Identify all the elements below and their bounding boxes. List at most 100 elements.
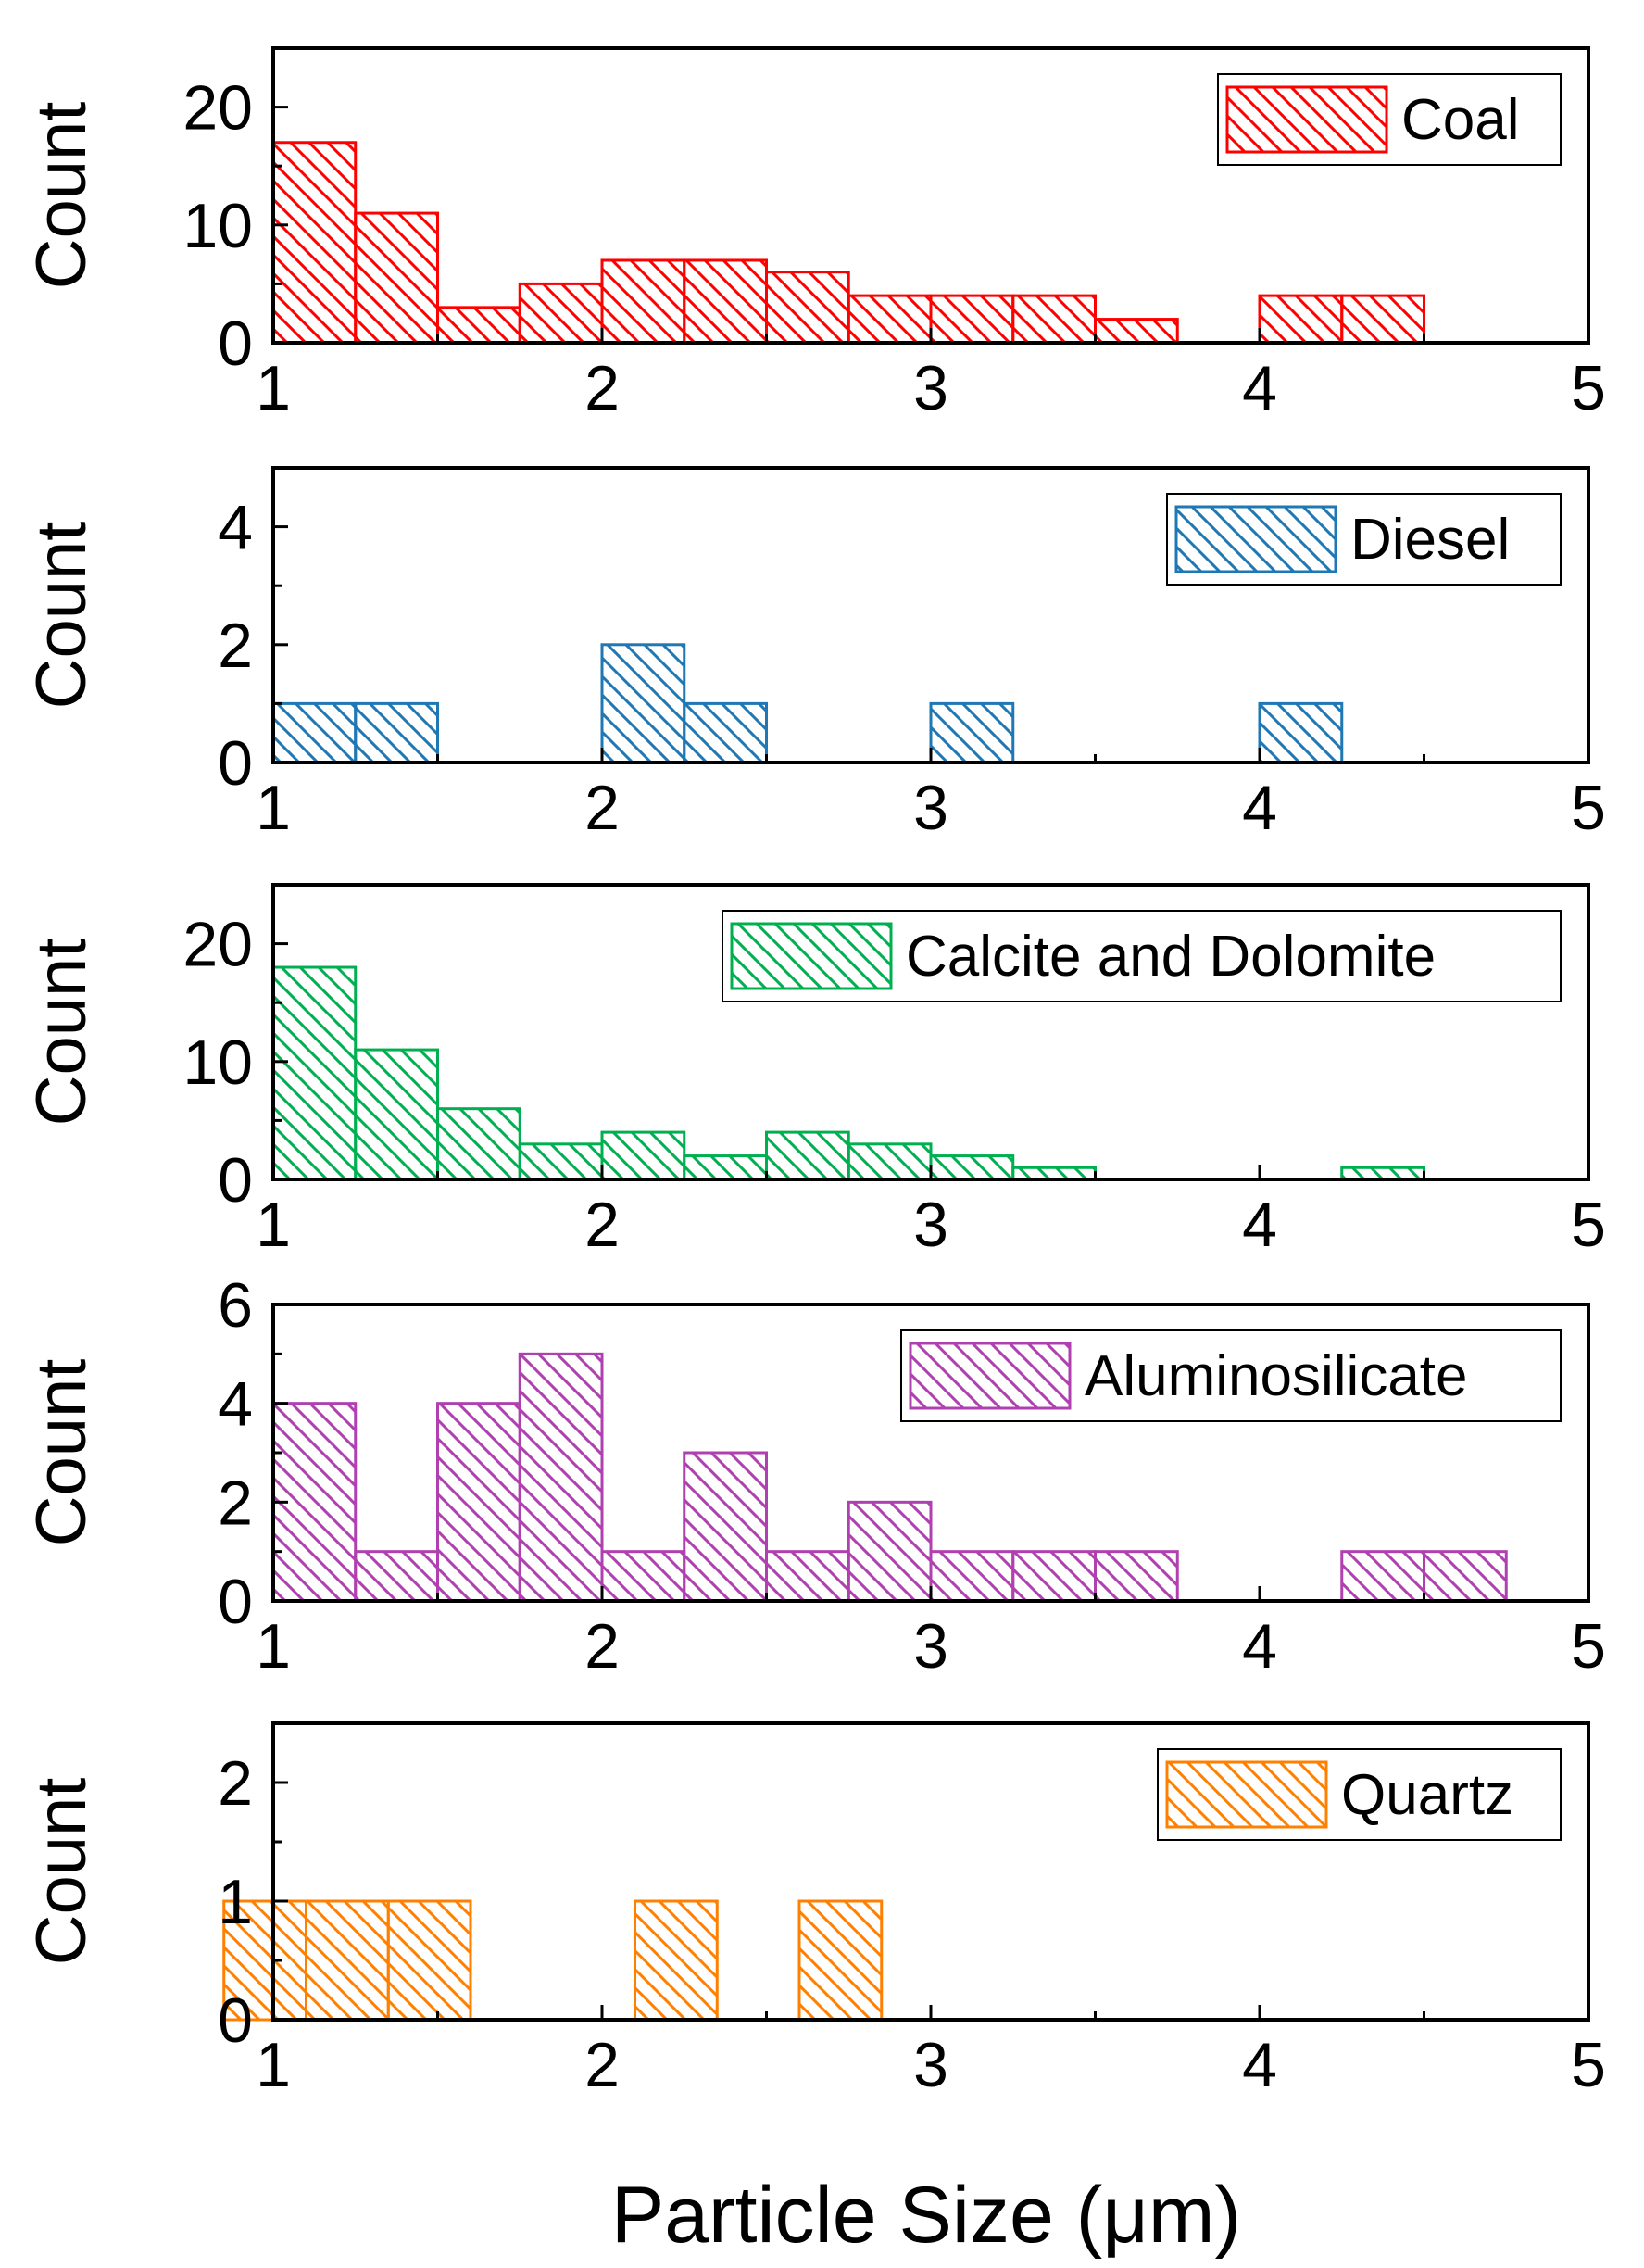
aluminosilicate-bar [847, 1500, 933, 1603]
diesel-bar [354, 701, 439, 764]
coal-bar [1340, 294, 1425, 345]
panel-diesel: 1 2 3 4 5 0 2 4 Count Diesel [22, 466, 1606, 843]
diesel-legend-swatch [1174, 505, 1337, 573]
aluminosilicate-y-tick-label: 2 [218, 1468, 253, 1538]
coal-x-tick-label: 4 [1242, 353, 1277, 423]
coal-bar [271, 141, 358, 345]
aluminosilicate-legend: Aluminosilicate [900, 1329, 1562, 1422]
coal-legend: Coal [1217, 73, 1562, 166]
quartz-legend: Quartz [1157, 1748, 1562, 1841]
coal-y-tick-label: 20 [182, 73, 253, 144]
calcite-and-dolomite-x-tick-label: 2 [584, 1190, 620, 1260]
diesel-bar [929, 701, 1015, 764]
aluminosilicate-x-tick-label: 1 [256, 1611, 291, 1682]
diesel-bar [271, 701, 358, 764]
calcite-and-dolomite-x-tick-label: 3 [913, 1190, 948, 1260]
aluminosilicate-y-axis-title: Count [22, 1359, 101, 1547]
diesel-y-tick-label: 2 [218, 611, 253, 681]
diesel-y-tick-label: 0 [218, 728, 253, 799]
calcite-and-dolomite-y-tick-label: 0 [218, 1145, 253, 1216]
coal-y-tick-label: 10 [182, 191, 253, 261]
coal-bar [765, 271, 850, 345]
quartz-legend-swatch [1165, 1760, 1328, 1829]
aluminosilicate-bar [518, 1352, 604, 1603]
quartz-y-axis-title: Count [22, 1778, 101, 1966]
aluminosilicate-y-tick-label: 4 [218, 1369, 253, 1440]
calcite-and-dolomite-bar [436, 1107, 521, 1181]
calcite-and-dolomite-bar [271, 965, 358, 1181]
diesel-x-tick-label: 1 [256, 773, 291, 843]
coal-bar [1258, 294, 1344, 345]
coal-bar [354, 211, 439, 345]
aluminosilicate-bar [929, 1550, 1015, 1603]
quartz-x-tick-label: 1 [256, 2030, 291, 2100]
calcite-and-dolomite-legend: Calcite and Dolomite [722, 910, 1562, 1002]
aluminosilicate-bar [1094, 1550, 1179, 1603]
panel-coal: 1 2 3 4 5 0 10 20 Count Coal [22, 46, 1606, 423]
quartz-x-tick-label: 5 [1571, 2030, 1606, 2100]
calcite-and-dolomite-bar [765, 1130, 850, 1181]
coal-bar [1011, 294, 1097, 345]
calcite-and-dolomite-x-tick-label: 5 [1571, 1190, 1606, 1260]
aluminosilicate-x-tick-label: 4 [1242, 1611, 1277, 1682]
coal-bar [436, 306, 521, 345]
calcite-and-dolomite-x-tick-label: 4 [1242, 1190, 1277, 1260]
diesel-legend-label: Diesel [1350, 508, 1510, 572]
aluminosilicate-y-tick-label: 6 [218, 1270, 253, 1341]
quartz-bar [386, 1899, 472, 2022]
diesel-legend: Diesel [1166, 493, 1562, 586]
panel-calcite-and-dolomite: 1 2 3 4 5 0 10 20 Count Calcite and Dolomite [22, 883, 1606, 1260]
coal-bar [518, 282, 604, 345]
aluminosilicate-x-tick-label: 5 [1571, 1611, 1606, 1682]
aluminosilicate-bar [1340, 1550, 1425, 1603]
aluminosilicate-legend-label: Aluminosilicate [1085, 1344, 1468, 1408]
diesel-bar [600, 643, 686, 764]
coal-y-axis-title: Count [22, 102, 101, 290]
calcite-and-dolomite-bar [683, 1154, 768, 1181]
diesel-bar [683, 701, 768, 764]
coal-x-tick-label: 1 [256, 353, 291, 423]
diesel-x-tick-label: 3 [913, 773, 948, 843]
aluminosilicate-legend-swatch [909, 1342, 1072, 1410]
diesel-y-axis-title: Count [22, 522, 101, 710]
quartz-bar [797, 1899, 884, 2022]
coal-x-tick-label: 5 [1571, 353, 1606, 423]
calcite-and-dolomite-y-tick-label: 10 [182, 1027, 253, 1098]
aluminosilicate-bar [765, 1550, 850, 1603]
aluminosilicate-x-tick-label: 3 [913, 1611, 948, 1682]
diesel-y-tick-label: 4 [218, 493, 253, 563]
coal-bar [847, 294, 933, 345]
quartz-y-tick-label: 1 [218, 1867, 253, 1937]
diesel-x-tick-label: 5 [1571, 773, 1606, 843]
coal-y-tick-label: 0 [218, 309, 253, 379]
calcite-and-dolomite-legend-swatch [730, 922, 893, 990]
coal-legend-label: Coal [1401, 88, 1520, 152]
aluminosilicate-bar [1423, 1550, 1508, 1603]
aluminosilicate-x-tick-label: 2 [584, 1611, 620, 1682]
aluminosilicate-bar [600, 1550, 686, 1603]
panel-aluminosilicate: 1 2 3 4 5 0 2 4 6 Count Aluminosilicate [22, 1270, 1606, 1682]
calcite-and-dolomite-bar [600, 1130, 686, 1181]
calcite-and-dolomite-x-tick-label: 1 [256, 1190, 291, 1260]
coal-bar [600, 258, 686, 345]
aluminosilicate-y-tick-label: 0 [218, 1567, 253, 1637]
coal-x-tick-label: 3 [913, 353, 948, 423]
calcite-and-dolomite-y-axis-title: Count [22, 939, 101, 1127]
coal-x-tick-label: 2 [584, 353, 620, 423]
calcite-and-dolomite-bar [354, 1048, 439, 1181]
quartz-legend-label: Quartz [1341, 1763, 1513, 1827]
calcite-and-dolomite-y-tick-label: 20 [182, 910, 253, 980]
quartz-y-tick-label: 0 [218, 1985, 253, 2056]
coal-bar [929, 294, 1015, 345]
quartz-bar [634, 1899, 719, 2022]
aluminosilicate-bar [436, 1402, 521, 1603]
aluminosilicate-bar [1011, 1550, 1097, 1603]
quartz-x-tick-label: 3 [913, 2030, 948, 2100]
x-axis-title: Particle Size (μm) [611, 2171, 1241, 2260]
quartz-bar [305, 1899, 390, 2022]
calcite-and-dolomite-bar [929, 1154, 1015, 1181]
diesel-x-tick-label: 4 [1242, 773, 1277, 843]
quartz-y-tick-label: 2 [218, 1748, 253, 1819]
